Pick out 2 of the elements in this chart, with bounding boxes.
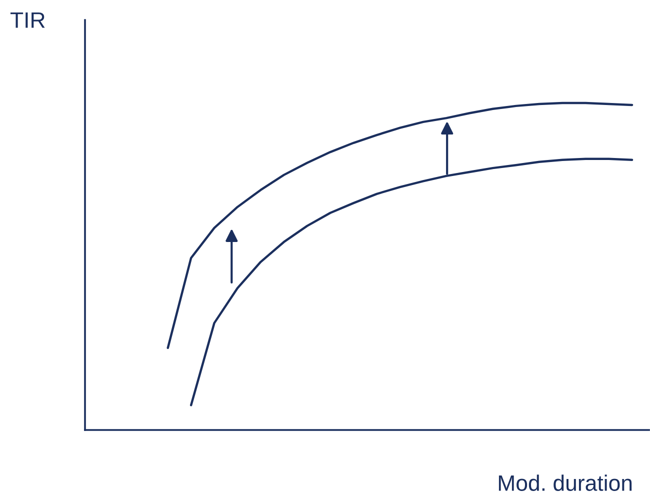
text: TIR [10, 12, 45, 28]
x-axis-title: Mod. duration [498, 474, 632, 491]
